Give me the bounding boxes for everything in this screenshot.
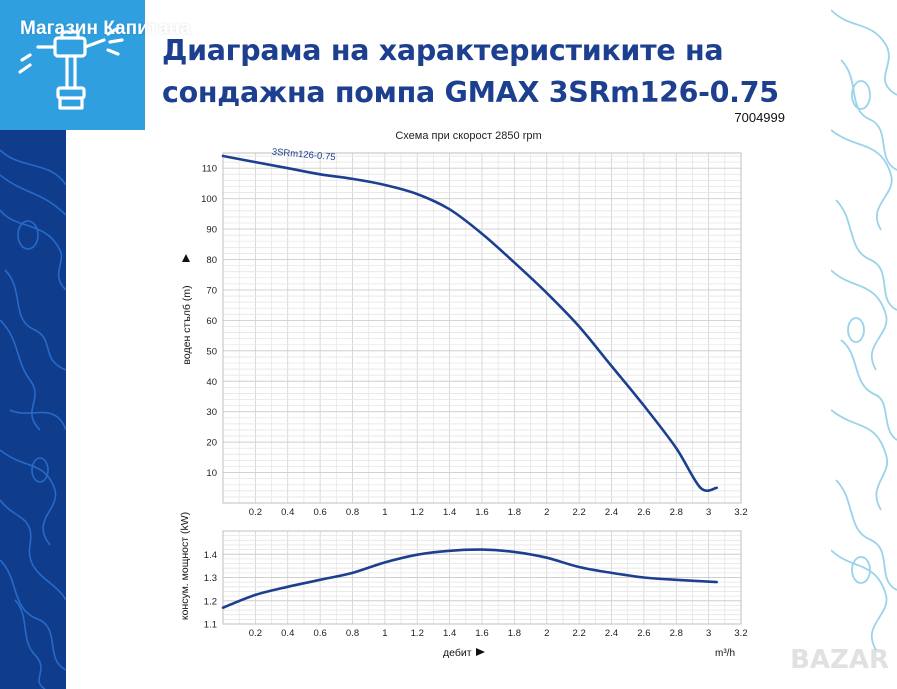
x-tick-label: 1.2 bbox=[411, 507, 424, 518]
x-tick-label: 0.6 bbox=[314, 628, 327, 639]
grid-lines bbox=[223, 531, 741, 625]
x-tick-label: 3.2 bbox=[734, 507, 747, 518]
x-axis-unit: m³/h bbox=[715, 648, 735, 659]
x-tick-label: 2.2 bbox=[573, 507, 586, 518]
x-tick-label: 2 bbox=[544, 628, 549, 639]
x-tick-label: 2.8 bbox=[670, 628, 683, 639]
x-tick-label: 1 bbox=[382, 628, 387, 639]
y-tick-label: 1.4 bbox=[204, 550, 217, 561]
x-tick-label: 2.4 bbox=[605, 628, 618, 639]
x-axis-arrow-icon bbox=[476, 648, 485, 656]
y-tick-label: 70 bbox=[206, 285, 217, 296]
x-tick-label: 1.8 bbox=[508, 628, 521, 639]
x-axis-label: дебит bbox=[443, 647, 472, 659]
x-tick-label: 0.4 bbox=[281, 507, 294, 518]
series-line bbox=[221, 154, 718, 492]
plot-frame bbox=[222, 152, 742, 504]
x-tick-label: 2.2 bbox=[573, 628, 586, 639]
x-tick-label: 3 bbox=[706, 507, 711, 518]
x-tick-label: 0.4 bbox=[281, 628, 294, 639]
topographic-pattern-left bbox=[0, 149, 66, 689]
y-tick-label: 60 bbox=[206, 316, 217, 327]
shop-logo[interactable]: Магазин Капитана bbox=[0, 0, 191, 130]
y-tick-label: 110 bbox=[202, 164, 217, 175]
x-tick-label: 2.8 bbox=[670, 507, 683, 518]
x-tick-label: 1.8 bbox=[508, 507, 521, 518]
x-tick-label: 0.8 bbox=[346, 507, 359, 518]
y-tick-label: 80 bbox=[206, 255, 217, 266]
sprinkler-icon bbox=[18, 26, 124, 110]
y-axis-label: воден стълб (m) bbox=[181, 285, 193, 364]
head-chart: 0.2 0.4 0.6 0.8 1 1.2 1.4 1.6 1.8 2 2.2 2.4 2.6 2.8 3 3… bbox=[181, 147, 748, 518]
x-tick-label: 1.4 bbox=[443, 507, 456, 518]
logo-text: Магазин Капитана bbox=[20, 18, 191, 39]
y-tick-label: 1.1 bbox=[204, 620, 217, 631]
x-tick-label: 2.6 bbox=[637, 628, 650, 639]
x-tick-label: 0.6 bbox=[314, 507, 327, 518]
x-tick-label: 1 bbox=[382, 507, 387, 518]
y-axis-arrow-icon bbox=[182, 254, 190, 262]
y-tick-label: 1.2 bbox=[204, 596, 217, 607]
watermark: BAZAR bbox=[790, 645, 889, 675]
y-tick-label: 1.3 bbox=[204, 573, 217, 584]
power-chart: 0.2 0.4 0.6 0.8 1 1.2 1.4 1.6 1.8 2 2.2 2.4 2.6 2.8 3 3… bbox=[179, 512, 748, 659]
x-tick-label: 1.2 bbox=[411, 628, 424, 639]
y-tick-label: 10 bbox=[206, 468, 217, 479]
x-tick-label: 0.2 bbox=[249, 507, 262, 518]
y-tick-label: 30 bbox=[206, 407, 217, 418]
x-tick-label: 0.2 bbox=[249, 628, 262, 639]
x-tick-label: 1.4 bbox=[443, 628, 456, 639]
chart-subtitle: Схема при скорост 2850 rpm bbox=[395, 130, 542, 142]
y-tick-label: 20 bbox=[206, 438, 217, 449]
y-tick-label: 40 bbox=[206, 377, 217, 388]
page-title: Диаграма на характеристиките на сондажна… bbox=[162, 30, 779, 114]
right-decorative-panel bbox=[831, 0, 897, 689]
y-axis-label: консум. мощност (kW) bbox=[179, 512, 191, 620]
x-tick-label: 1.6 bbox=[475, 628, 488, 639]
grid-lines bbox=[223, 153, 741, 503]
x-tick-label: 2.6 bbox=[637, 507, 650, 518]
plot-frame bbox=[222, 530, 742, 625]
title-line-2: сондажна помпа GMAX 3SRm126-0.75 bbox=[162, 76, 779, 109]
x-tick-label: 3 bbox=[706, 628, 711, 639]
title-line-1: Диаграма на характеристиките на bbox=[162, 34, 724, 67]
series-line bbox=[221, 548, 718, 609]
y-tick-label: 90 bbox=[206, 225, 217, 236]
x-tick-label: 3.2 bbox=[734, 628, 747, 639]
y-tick-label: 100 bbox=[201, 194, 217, 205]
product-code: 7004999 bbox=[734, 110, 785, 125]
x-tick-label: 1.6 bbox=[475, 507, 488, 518]
x-tick-label: 2.4 bbox=[605, 507, 618, 518]
x-tick-label: 2 bbox=[544, 507, 549, 518]
topographic-pattern-right bbox=[831, 9, 897, 651]
y-tick-label: 50 bbox=[206, 346, 217, 357]
x-tick-label: 0.8 bbox=[346, 628, 359, 639]
